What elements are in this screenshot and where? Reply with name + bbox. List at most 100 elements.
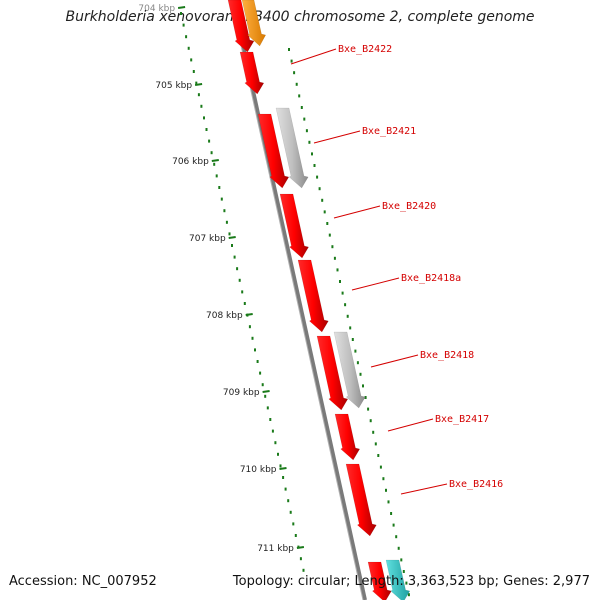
gc-content-dash: [354, 349, 357, 353]
gc-skew-dash: [251, 336, 254, 340]
gc-skew-dash: [215, 174, 218, 178]
cds-arrow: [297, 259, 329, 333]
gc-content-dash: [387, 500, 390, 504]
gc-content-dash: [318, 187, 321, 191]
gc-skew-dash: [259, 371, 262, 375]
gc-skew-dash: [197, 93, 200, 97]
gc-content-dash: [362, 384, 364, 388]
gc-content-dash: [290, 59, 293, 63]
gc-content-dash: [328, 233, 331, 237]
cds-arrow: [257, 113, 290, 189]
gc-skew-dash: [228, 232, 231, 236]
gene-label: Bxe_B2420: [382, 201, 436, 212]
gene-leader-line: [333, 205, 381, 219]
gc-content-dash: [321, 198, 324, 202]
gc-content-dash: [316, 175, 319, 179]
gene-label: Bxe_B2421: [362, 126, 416, 137]
gene-labels: Bxe_B2422 Bxe_B2421 Bxe_B2420 Bxe_B2418a Bxe…: [290, 44, 503, 495]
tick-label: 710 kbp: [240, 465, 277, 475]
cds-arrow: [239, 51, 265, 95]
map-title: Burkholderia xenovorans LB400 chromosome…: [65, 9, 535, 25]
gc-skew-dash: [205, 128, 208, 131]
gc-skew-dash: [243, 302, 246, 305]
gene-leader-line: [290, 48, 337, 65]
gc-content-dash: [293, 71, 296, 75]
gc-content-dash: [377, 454, 380, 457]
gene-leader-line: [370, 354, 419, 368]
gene-label: Bxe_B2416: [449, 479, 503, 490]
tick-mark: [296, 546, 305, 549]
gc-content-dash: [341, 291, 344, 295]
pseudo-gene-arrow: [275, 107, 309, 189]
tick-mark: [245, 313, 253, 316]
gene-label: Bxe_B2418: [420, 350, 474, 361]
gene-label: Bxe_B2422: [338, 44, 392, 55]
gc-content-dash: [288, 48, 290, 51]
gc-content-dash: [390, 512, 393, 515]
gc-skew-dash: [266, 406, 269, 410]
gc-skew-dash: [274, 441, 277, 445]
gc-content-dash: [331, 245, 334, 249]
gc-content-dash: [295, 82, 298, 86]
pseudo-gene-arrow: [333, 331, 366, 409]
gc-content-dash: [374, 442, 377, 446]
gc-content-dash: [305, 129, 308, 133]
gc-content-dash: [333, 256, 336, 260]
gc-content-dash: [356, 361, 359, 365]
cds-arrow: [316, 335, 349, 411]
gc-skew-dash: [210, 151, 213, 155]
gc-skew-dash: [302, 568, 305, 572]
gc-content-dash: [323, 210, 326, 214]
tick-label: 709 kbp: [223, 388, 260, 398]
gc-skew-dash: [264, 394, 267, 398]
gc-skew-dash: [187, 46, 190, 50]
gc-content-dash: [349, 326, 352, 330]
gc-skew-dash: [220, 197, 223, 201]
gc-content-dash: [382, 477, 385, 481]
gc-content-dash: [405, 581, 408, 585]
gc-skew-dash: [195, 81, 198, 85]
gc-skew-dash: [200, 104, 203, 108]
gc-content-dash: [397, 546, 400, 550]
gc-content-dash: [308, 140, 311, 144]
gc-skew-dash: [238, 278, 241, 282]
cds-arrow: [227, 0, 255, 53]
gc-skew-dash: [277, 452, 279, 456]
gc-skew-dash: [254, 348, 256, 352]
gc-content-dash: [339, 280, 341, 283]
gc-content-dash: [379, 465, 382, 469]
gc-content-dash: [385, 488, 387, 492]
gc-content-dash: [369, 419, 372, 423]
tick-mark: [211, 159, 219, 162]
gc-skew-dash: [182, 23, 185, 27]
gc-content-dash: [303, 117, 306, 121]
gc-content-dash: [300, 106, 303, 109]
gc-content-dash: [359, 372, 362, 376]
gc-skew-dash: [223, 209, 226, 213]
gc-skew-track: [180, 12, 410, 597]
gc-skew-dash: [218, 186, 221, 189]
tick-label: 711 kbp: [257, 544, 294, 554]
gc-skew-dash: [269, 418, 272, 421]
gc-skew-dash: [225, 220, 228, 224]
tick-mark: [279, 467, 287, 470]
gc-skew-dash: [192, 70, 195, 73]
gc-skew-dash: [248, 325, 251, 329]
gc-skew-dash: [261, 383, 264, 387]
gc-skew-dash: [292, 522, 295, 526]
gc-skew-dash: [241, 290, 244, 294]
gc-skew-dash: [294, 534, 297, 537]
genome-summary-text: Topology: circular; Length: 3,363,523 bp…: [232, 574, 590, 589]
tick-mark: [228, 236, 236, 239]
gc-content-dash: [367, 407, 370, 411]
gc-content-dash: [400, 558, 403, 562]
gc-content-dash: [364, 396, 367, 399]
gene-leader-line: [313, 130, 361, 144]
position-ticks: 704 kbp 705 kbp 706 kbp 707 kbp 708 kbp 709 k…: [138, 4, 305, 554]
gc-skew-dash: [287, 499, 290, 503]
tick-mark: [194, 83, 203, 86]
accession-text: Accession: NC_007952: [9, 574, 157, 589]
gene-leader-line: [387, 418, 434, 432]
gc-content-dash: [344, 303, 347, 307]
